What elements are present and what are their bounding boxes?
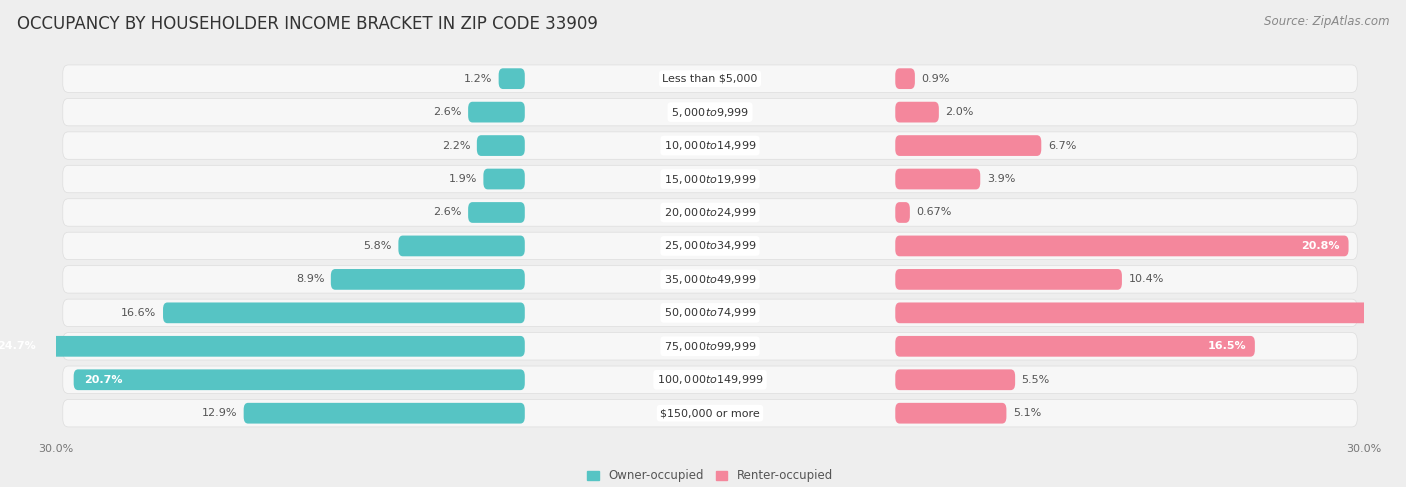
Text: 2.6%: 2.6% [433,107,461,117]
Text: $35,000 to $49,999: $35,000 to $49,999 [664,273,756,286]
Legend: Owner-occupied, Renter-occupied: Owner-occupied, Renter-occupied [586,469,834,483]
FancyBboxPatch shape [73,369,524,390]
FancyBboxPatch shape [330,269,524,290]
FancyBboxPatch shape [63,132,1357,159]
Text: 3.9%: 3.9% [987,174,1015,184]
FancyBboxPatch shape [163,302,524,323]
FancyBboxPatch shape [896,269,1122,290]
FancyBboxPatch shape [468,102,524,123]
FancyBboxPatch shape [63,65,1357,93]
Text: 1.9%: 1.9% [449,174,477,184]
Text: 5.8%: 5.8% [364,241,392,251]
Text: 2.0%: 2.0% [945,107,974,117]
FancyBboxPatch shape [468,202,524,223]
FancyBboxPatch shape [63,232,1357,260]
FancyBboxPatch shape [896,202,910,223]
FancyBboxPatch shape [896,336,1256,356]
FancyBboxPatch shape [896,169,980,189]
FancyBboxPatch shape [63,199,1357,226]
Text: 1.2%: 1.2% [464,74,492,84]
Text: $5,000 to $9,999: $5,000 to $9,999 [671,106,749,119]
Text: $75,000 to $99,999: $75,000 to $99,999 [664,340,756,353]
FancyBboxPatch shape [63,399,1357,427]
FancyBboxPatch shape [63,333,1357,360]
Text: $50,000 to $74,999: $50,000 to $74,999 [664,306,756,319]
FancyBboxPatch shape [896,403,1007,424]
Text: $10,000 to $14,999: $10,000 to $14,999 [664,139,756,152]
Text: $20,000 to $24,999: $20,000 to $24,999 [664,206,756,219]
FancyBboxPatch shape [63,299,1357,327]
Text: 5.5%: 5.5% [1022,375,1050,385]
Text: 12.9%: 12.9% [201,408,238,418]
Text: $15,000 to $19,999: $15,000 to $19,999 [664,172,756,186]
Text: 8.9%: 8.9% [295,274,325,284]
FancyBboxPatch shape [896,302,1406,323]
Text: $150,000 or more: $150,000 or more [661,408,759,418]
FancyBboxPatch shape [0,336,524,356]
Text: 20.7%: 20.7% [84,375,124,385]
FancyBboxPatch shape [484,169,524,189]
Text: Source: ZipAtlas.com: Source: ZipAtlas.com [1264,15,1389,28]
FancyBboxPatch shape [896,102,939,123]
FancyBboxPatch shape [896,135,1042,156]
FancyBboxPatch shape [398,236,524,256]
Text: 2.2%: 2.2% [441,141,470,150]
Text: 16.6%: 16.6% [121,308,156,318]
Text: 20.8%: 20.8% [1302,241,1340,251]
FancyBboxPatch shape [896,68,915,89]
Text: 16.5%: 16.5% [1208,341,1246,351]
Text: 10.4%: 10.4% [1129,274,1164,284]
Text: $25,000 to $34,999: $25,000 to $34,999 [664,240,756,252]
Text: 2.6%: 2.6% [433,207,461,218]
FancyBboxPatch shape [63,98,1357,126]
Text: $100,000 to $149,999: $100,000 to $149,999 [657,373,763,386]
Text: OCCUPANCY BY HOUSEHOLDER INCOME BRACKET IN ZIP CODE 33909: OCCUPANCY BY HOUSEHOLDER INCOME BRACKET … [17,15,598,33]
Text: 0.67%: 0.67% [917,207,952,218]
Text: 24.7%: 24.7% [0,341,37,351]
FancyBboxPatch shape [499,68,524,89]
FancyBboxPatch shape [63,165,1357,193]
FancyBboxPatch shape [63,366,1357,393]
FancyBboxPatch shape [896,369,1015,390]
Text: 5.1%: 5.1% [1012,408,1042,418]
Text: 0.9%: 0.9% [921,74,950,84]
FancyBboxPatch shape [477,135,524,156]
FancyBboxPatch shape [896,236,1348,256]
Text: Less than $5,000: Less than $5,000 [662,74,758,84]
Text: 6.7%: 6.7% [1047,141,1076,150]
FancyBboxPatch shape [243,403,524,424]
FancyBboxPatch shape [63,266,1357,293]
